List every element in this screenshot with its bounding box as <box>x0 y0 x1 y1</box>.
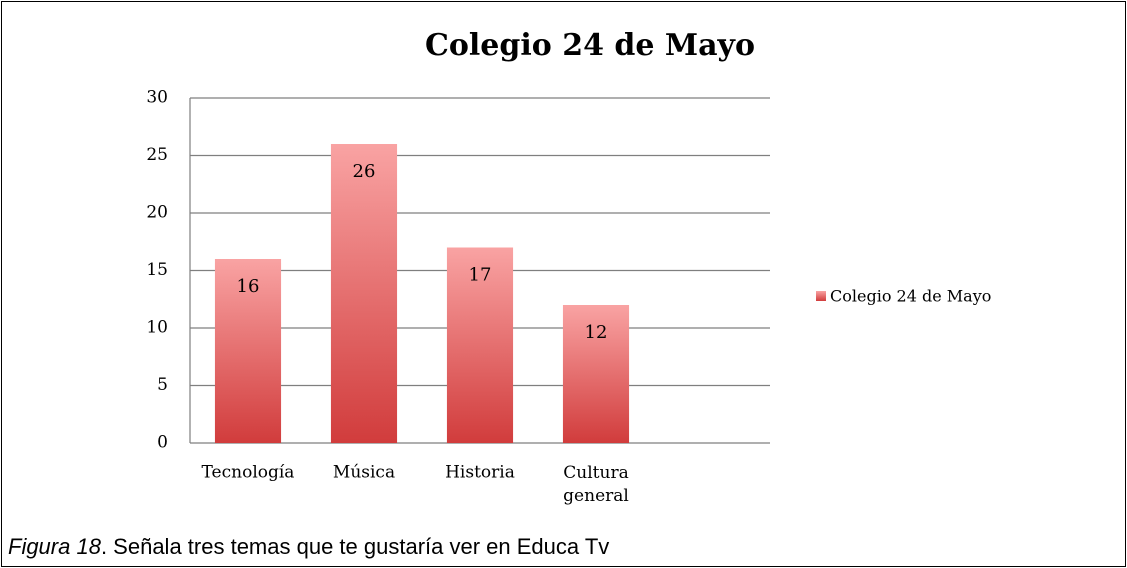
x-tick-label: Música <box>333 463 395 483</box>
bar <box>562 305 630 443</box>
value-label: 17 <box>469 265 492 286</box>
x-tick-label: Cultura general <box>563 463 629 506</box>
bar <box>330 144 398 443</box>
value-label: 16 <box>237 276 260 297</box>
x-tick-label: Tecnología <box>202 463 295 483</box>
y-tick-label: 20 <box>146 203 168 223</box>
legend-label: Colegio 24 de Mayo <box>830 287 991 306</box>
y-tick-label: 10 <box>146 318 168 338</box>
bar <box>214 259 282 443</box>
chart-title: Colegio 24 de Mayo <box>425 28 755 63</box>
y-tick-label: 30 <box>146 88 168 108</box>
y-tick-label: 0 <box>157 433 168 453</box>
legend-swatch <box>816 291 826 301</box>
caption: Figura 18. Señala tres temas que te gust… <box>8 534 609 559</box>
y-tick-label: 15 <box>146 260 168 280</box>
caption-text: . Señala tres temas que te gustaría ver … <box>101 534 609 559</box>
y-tick-label: 25 <box>146 145 168 165</box>
x-tick-label: Historia <box>445 463 515 483</box>
bar <box>446 247 514 443</box>
y-tick-label: 5 <box>157 375 168 395</box>
caption-label: Figura 18 <box>8 534 102 559</box>
value-label: 12 <box>585 322 608 343</box>
value-label: 26 <box>353 161 376 182</box>
